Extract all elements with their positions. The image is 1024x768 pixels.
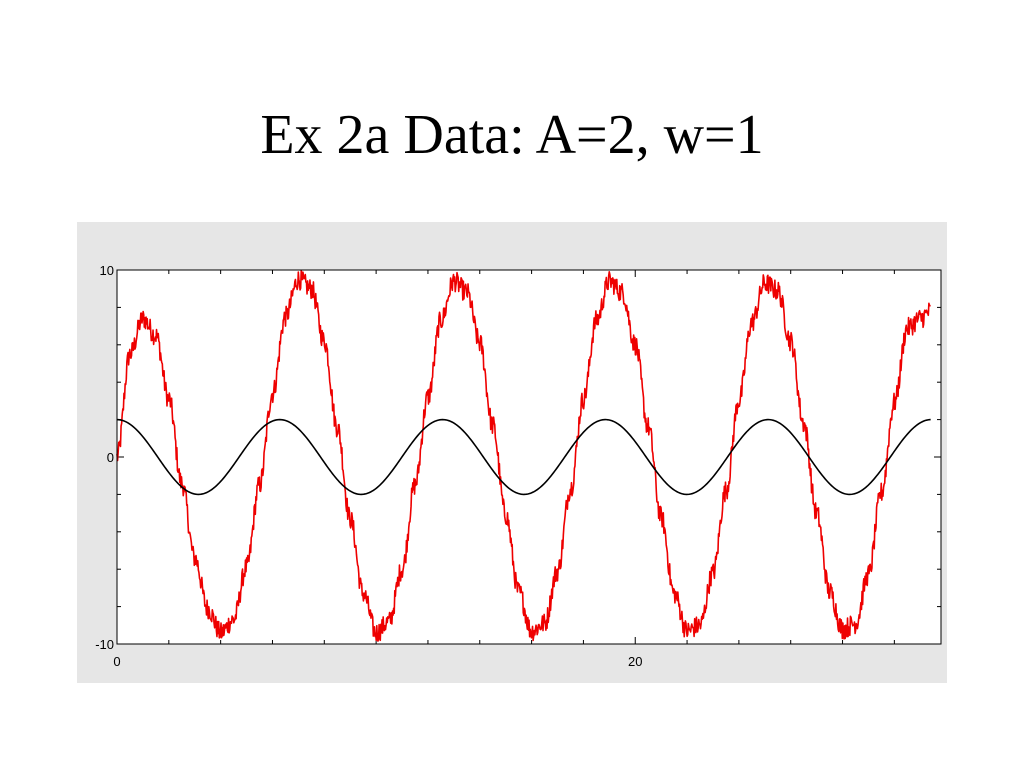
plot-area <box>117 270 941 644</box>
y-tick-label: 0 <box>107 450 114 465</box>
plot-frame <box>116 269 942 645</box>
model-curve-series <box>116 418 931 496</box>
noisy-data-series <box>116 269 931 642</box>
y-tick-label: 10 <box>100 263 114 278</box>
y-tick-label: -10 <box>95 637 114 652</box>
chart-svg: 0 20 10 0 -10 <box>77 222 947 683</box>
chart-panel: 0 20 10 0 -10 <box>77 222 947 683</box>
slide-title: Ex 2a Data: A=2, w=1 <box>260 104 764 166</box>
x-tick-label: 0 <box>113 654 120 669</box>
series-layer <box>116 269 931 642</box>
x-tick-label: 20 <box>628 654 642 669</box>
tick-labels: 0 20 10 0 -10 <box>95 263 642 669</box>
